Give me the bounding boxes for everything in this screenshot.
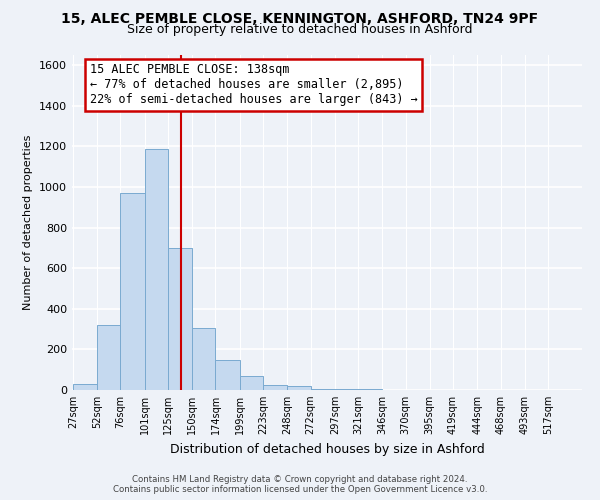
Bar — [335, 389, 358, 390]
Bar — [240, 376, 263, 390]
Y-axis label: Number of detached properties: Number of detached properties — [23, 135, 34, 310]
Text: Contains HM Land Registry data © Crown copyright and database right 2024.
Contai: Contains HM Land Registry data © Crown c… — [113, 474, 487, 494]
Bar — [73, 384, 97, 390]
Text: 15 ALEC PEMBLE CLOSE: 138sqm
← 77% of detached houses are smaller (2,895)
22% of: 15 ALEC PEMBLE CLOSE: 138sqm ← 77% of de… — [90, 64, 418, 106]
Bar — [192, 328, 215, 390]
Bar — [168, 248, 192, 390]
Bar — [287, 386, 311, 390]
Text: 15, ALEC PEMBLE CLOSE, KENNINGTON, ASHFORD, TN24 9PF: 15, ALEC PEMBLE CLOSE, KENNINGTON, ASHFO… — [61, 12, 539, 26]
Bar — [121, 193, 145, 390]
Bar — [263, 385, 287, 390]
Bar — [311, 389, 335, 390]
Bar — [145, 150, 168, 390]
Text: Size of property relative to detached houses in Ashford: Size of property relative to detached ho… — [127, 22, 473, 36]
X-axis label: Distribution of detached houses by size in Ashford: Distribution of detached houses by size … — [170, 442, 484, 456]
Bar — [97, 325, 121, 390]
Bar — [215, 360, 240, 390]
